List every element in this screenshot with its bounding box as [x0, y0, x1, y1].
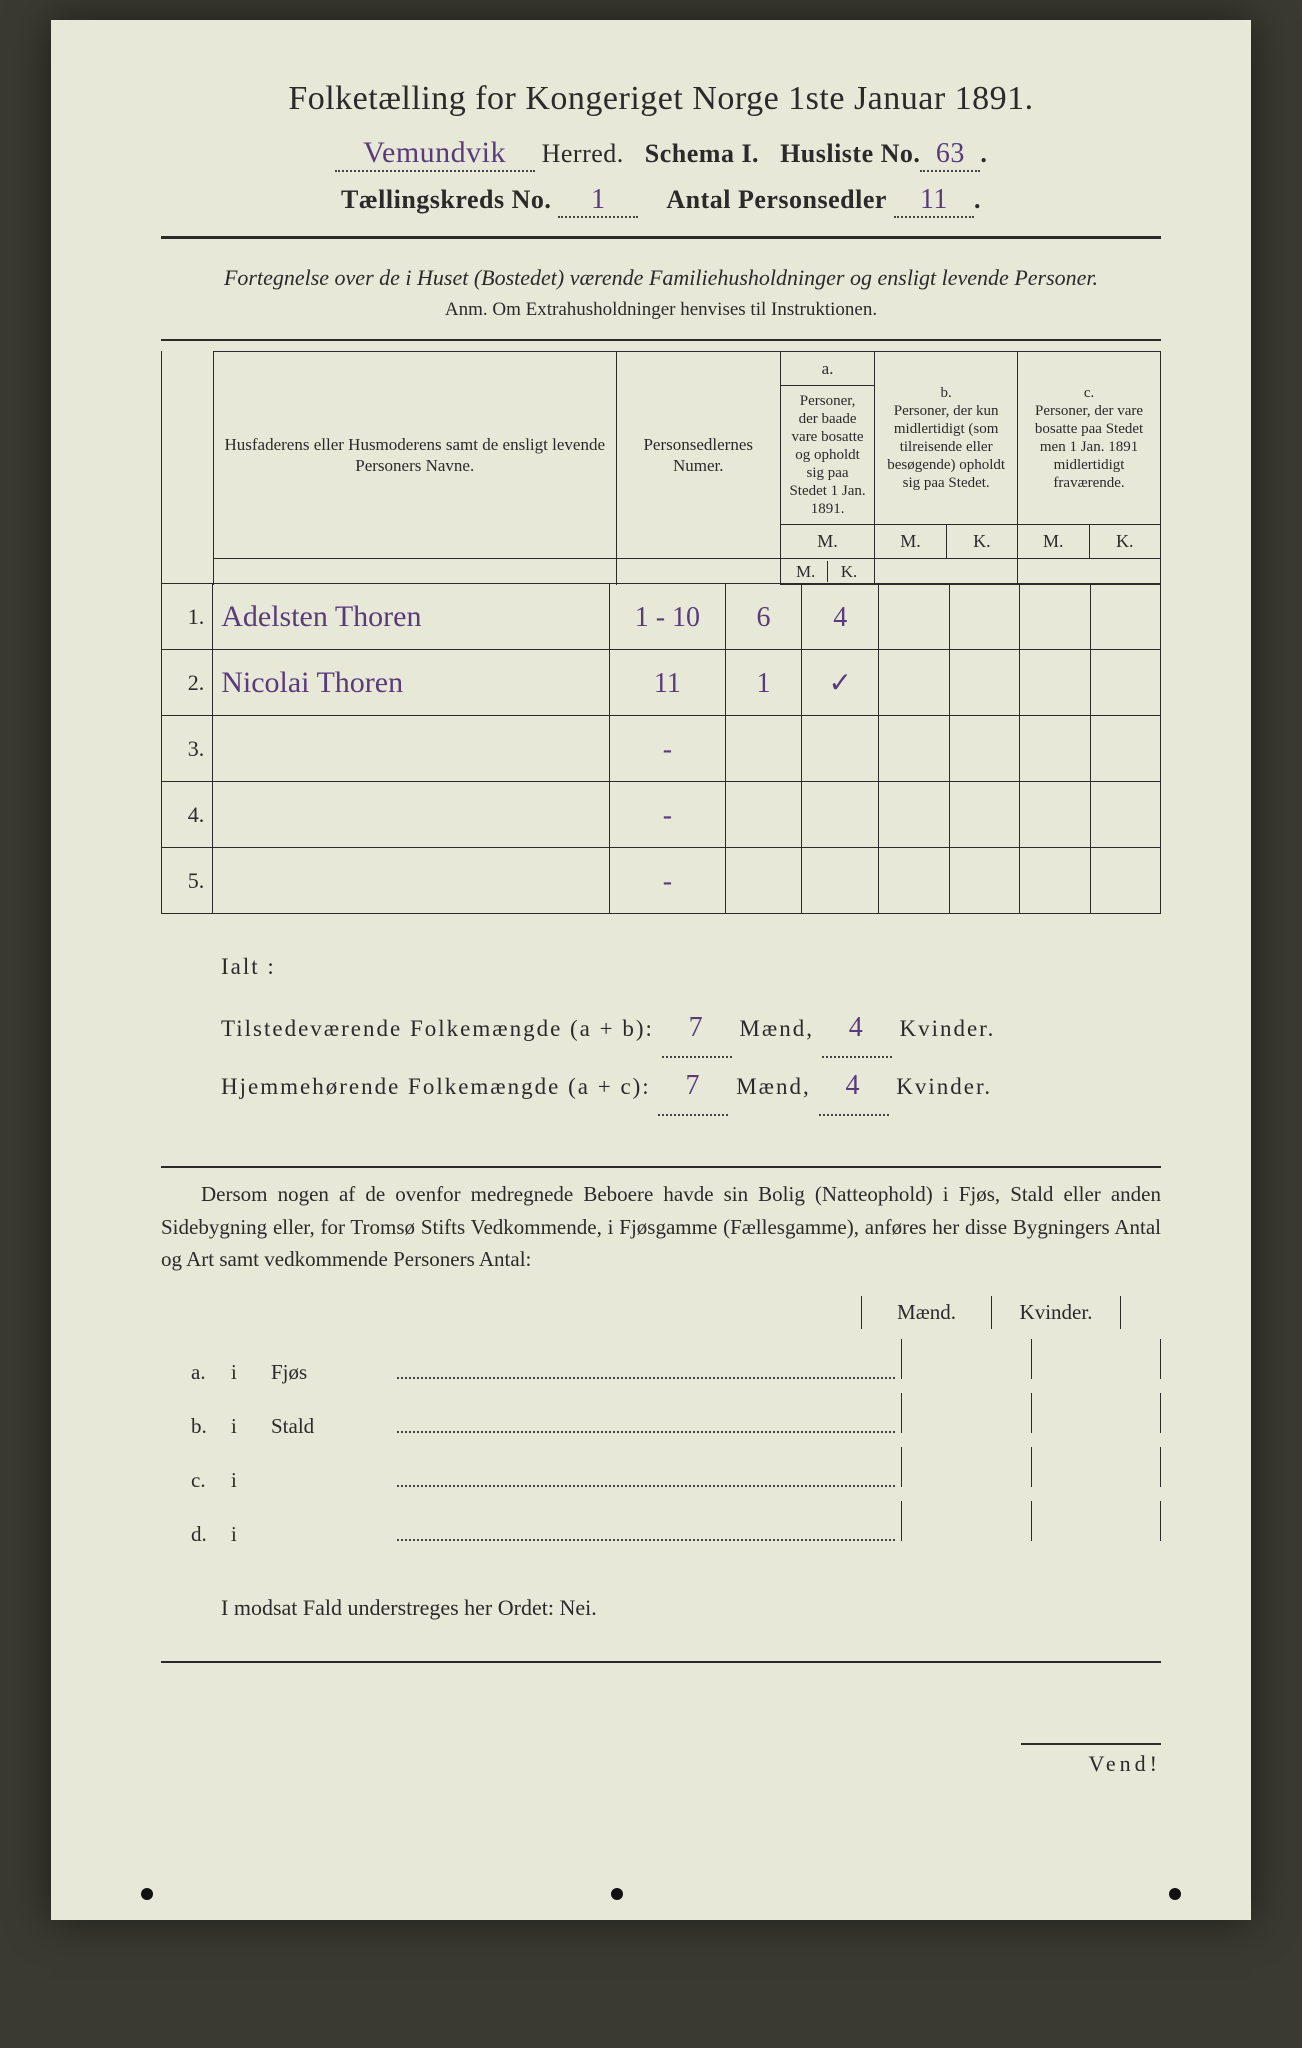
schema-label: Schema I.	[645, 139, 759, 168]
col-names-header: Husfaderens eller Husmoderens samt de en…	[213, 351, 616, 558]
table-row: 2.Nicolai Thoren111✓	[162, 650, 1161, 716]
header-line-2: Vemundvik Herred. Schema I. Husliste No.…	[161, 136, 1161, 172]
col-a-m: M.	[780, 524, 874, 558]
totals-line-2: Hjemmehørende Folkemængde (a + c): 7 Mæn…	[221, 1058, 1161, 1116]
household-name: Adelsten Thoren	[221, 600, 421, 634]
col-numer-header: Personsedlernes Numer.	[616, 351, 780, 558]
separator-rule	[161, 236, 1161, 239]
nei-line: I modsat Fald understreges her Ordet: Ne…	[221, 1595, 1161, 1621]
col-c-k: K.	[1089, 524, 1161, 558]
subhdr-kvinder: Kvinder.	[991, 1296, 1121, 1329]
bottom-rule	[161, 1661, 1161, 1663]
antal-label: Antal Personsedler	[666, 185, 887, 214]
household-name: Nicolai Thoren	[221, 666, 403, 700]
husliste-label: Husliste No.	[780, 139, 920, 168]
blank-corner	[162, 351, 214, 558]
col-c-m: M.	[1018, 524, 1089, 558]
table-row: 4.-	[162, 782, 1161, 848]
col-c-header: c.Personer, der vare bosatte paa Stedet …	[1018, 351, 1161, 524]
herred-label: Herred.	[542, 139, 624, 168]
col-b-m: M.	[875, 524, 946, 558]
census-form-page: Folketælling for Kongeriget Norge 1ste J…	[51, 20, 1251, 1920]
building-paragraph: Dersom nogen af de ovenfor medregnede Be…	[161, 1178, 1161, 1276]
subhdr-maend: Mænd.	[861, 1296, 991, 1329]
total-ab-m: 7	[662, 1000, 732, 1058]
total-ab-k: 4	[822, 1000, 892, 1058]
kreds-no: 1	[558, 184, 638, 218]
subtitle: Fortegnelse over de i Huset (Bostedet) v…	[161, 263, 1161, 293]
col-a-header: Personer, der baade vare bosatte og opho…	[780, 385, 874, 524]
total-ac-k: 4	[819, 1058, 889, 1116]
building-list: a.iFjøsb.iStaldc.id.i	[191, 1339, 1161, 1555]
ialt-label: Ialt :	[221, 944, 1161, 990]
building-list-item: a.iFjøs	[191, 1339, 1161, 1393]
household-data-rows: 1.Adelsten Thoren1 - 10642.Nicolai Thore…	[161, 583, 1161, 914]
table-row: 1.Adelsten Thoren1 - 1064	[162, 584, 1161, 650]
col-a-mk-row: M.K.	[162, 558, 1161, 584]
ink-spot	[611, 1888, 623, 1900]
antal-no: 11	[894, 184, 974, 218]
table-row: 5.-	[162, 848, 1161, 914]
totals-line-1: Tilstedeværende Folkemængde (a + b): 7 M…	[221, 1000, 1161, 1058]
col-b-k: K.	[946, 524, 1017, 558]
husliste-no: 63	[920, 138, 980, 172]
page-title: Folketælling for Kongeriget Norge 1ste J…	[161, 80, 1161, 118]
ink-spot	[141, 1888, 153, 1900]
annotation-note: Anm. Om Extrahusholdninger henvises til …	[161, 299, 1161, 321]
herred-handwritten: Vemundvik	[335, 136, 535, 172]
building-list-item: b.iStald	[191, 1393, 1161, 1447]
ink-spot	[1169, 1888, 1181, 1900]
table-row: 3.-	[162, 716, 1161, 782]
header-line-3: Tællingskreds No. 1 Antal Personsedler 1…	[161, 184, 1161, 218]
vend-label: Vend!	[1021, 1743, 1161, 1777]
total-ac-m: 7	[658, 1058, 728, 1116]
col-b-header: b.Personer, der kun midlertidigt (som ti…	[875, 351, 1018, 524]
building-list-item: c.i	[191, 1447, 1161, 1501]
building-subheader: Mænd. Kvinder.	[161, 1296, 1161, 1329]
building-list-item: d.i	[191, 1501, 1161, 1555]
household-table: Husfaderens eller Husmoderens samt de en…	[161, 351, 1161, 586]
kreds-label: Tællingskreds No.	[341, 185, 551, 214]
totals-block: Ialt : Tilstedeværende Folkemængde (a + …	[221, 944, 1161, 1116]
col-a-top: a.	[780, 351, 874, 385]
mid-rule	[161, 1166, 1161, 1168]
table-top-rule	[161, 339, 1161, 341]
